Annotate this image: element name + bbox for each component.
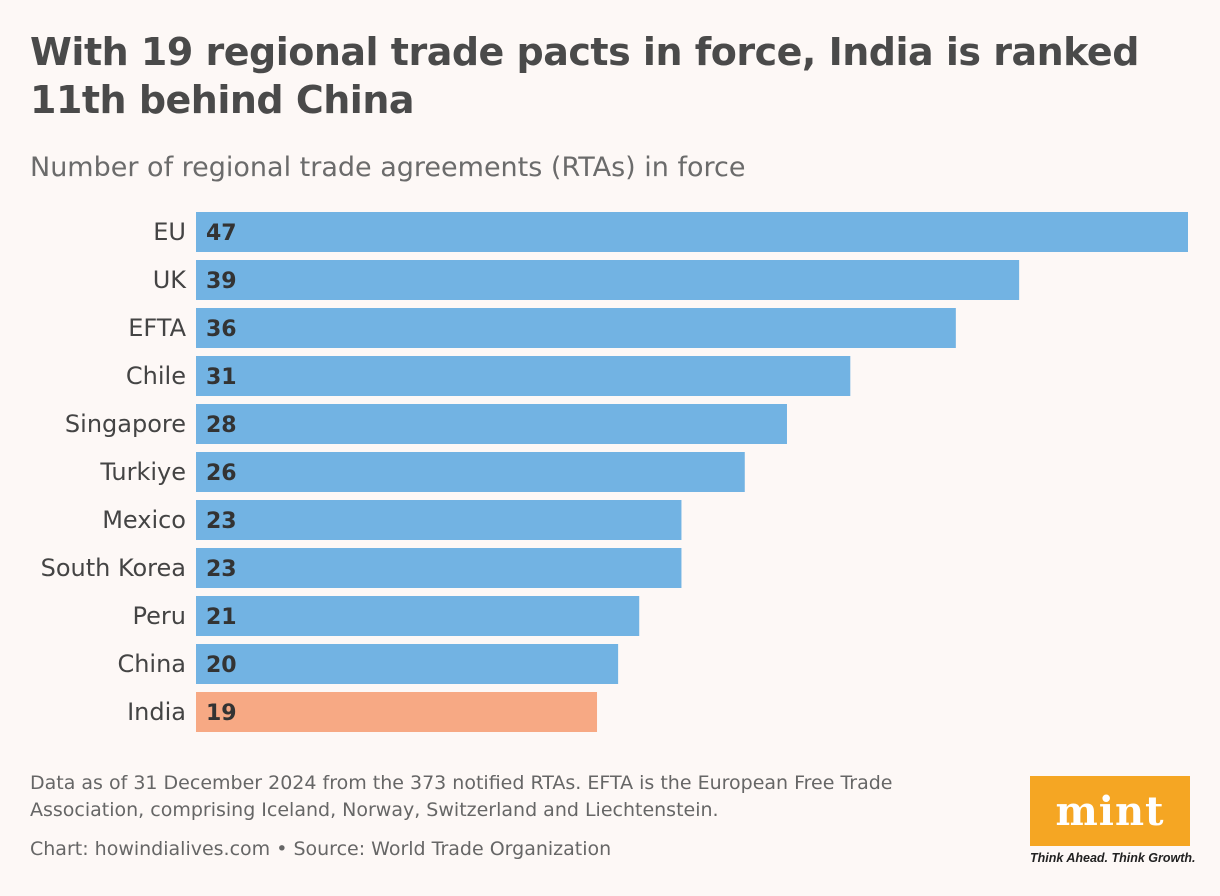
bar-south-korea xyxy=(196,548,682,588)
value-label-singapore: 28 xyxy=(206,413,237,438)
category-label-peru: Peru xyxy=(133,602,186,630)
bar-efta xyxy=(196,308,956,348)
value-label-south-korea: 23 xyxy=(206,557,237,582)
bar-chile xyxy=(196,356,851,396)
value-label-efta: 36 xyxy=(206,317,237,342)
chart-subtitle: Number of regional trade agreements (RTA… xyxy=(30,152,746,183)
value-label-india: 19 xyxy=(206,701,237,726)
category-label-south-korea: South Korea xyxy=(41,554,186,582)
value-label-eu: 47 xyxy=(206,221,237,246)
bar-uk xyxy=(196,260,1020,300)
bar-india xyxy=(196,692,598,732)
bar-turkiye xyxy=(196,452,745,492)
bar-singapore xyxy=(196,404,787,444)
category-label-efta: EFTA xyxy=(128,314,186,342)
bar-mexico xyxy=(196,500,682,540)
bar-eu xyxy=(196,212,1188,252)
category-label-chile: Chile xyxy=(126,362,186,390)
chart-title: With 19 regional trade pacts in force, I… xyxy=(30,30,1139,122)
category-label-india: India xyxy=(127,698,186,726)
value-label-chile: 31 xyxy=(206,365,237,390)
value-label-peru: 21 xyxy=(206,605,237,630)
bar-china xyxy=(196,644,619,684)
category-label-eu: EU xyxy=(153,218,186,246)
logo-text: mint xyxy=(1055,787,1165,835)
bar-peru xyxy=(196,596,640,636)
category-label-uk: UK xyxy=(153,266,188,294)
footnote: Data as of 31 December 2024 from the 373… xyxy=(30,772,893,821)
category-label-mexico: Mexico xyxy=(102,506,186,534)
mint-logo: mint xyxy=(1030,776,1190,846)
category-label-turkiye: Turkiye xyxy=(99,458,186,486)
category-label-singapore: Singapore xyxy=(65,410,186,438)
value-label-mexico: 23 xyxy=(206,509,237,534)
bar-chart: EU 47 UK 39 EFTA 36 Chile 31 Singapore 28 Turkiye 2… xyxy=(41,212,1188,732)
value-label-china: 20 xyxy=(206,653,237,678)
category-label-china: China xyxy=(117,650,186,678)
value-label-uk: 39 xyxy=(206,269,237,294)
source-credit: Chart: howindialives.com • Source: World… xyxy=(30,838,612,860)
logo-tagline: Think Ahead. Think Growth. xyxy=(1030,851,1196,865)
value-label-turkiye: 26 xyxy=(206,461,237,486)
